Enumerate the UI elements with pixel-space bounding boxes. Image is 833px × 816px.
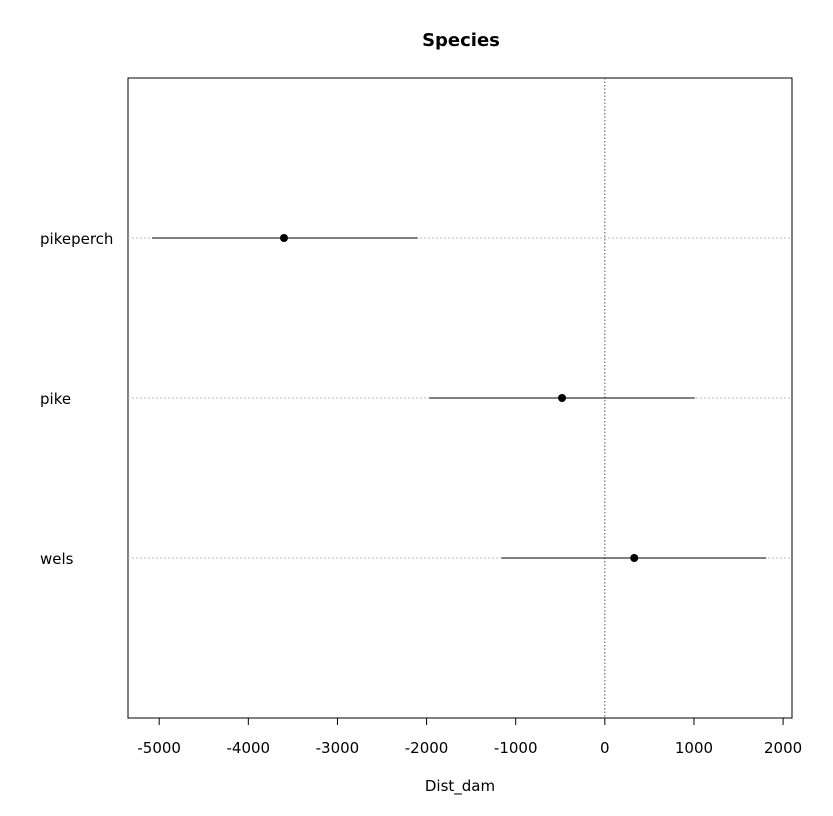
x-tick-label: -4000	[227, 739, 271, 757]
x-tick-label: -1000	[494, 739, 538, 757]
x-tick-label: 0	[600, 739, 610, 757]
category-label: pike	[40, 390, 71, 408]
x-tick-label: -2000	[405, 739, 449, 757]
x-tick-label: 1000	[675, 739, 713, 757]
x-tick-label: -3000	[316, 739, 360, 757]
chart-title: Species	[422, 30, 500, 51]
x-axis: -5000 -4000 -3000 -2000 -1000 0 1000 2000	[137, 717, 802, 757]
point-wels	[630, 554, 639, 562]
category-label: wels	[40, 550, 74, 568]
category-label: pikeperch	[40, 230, 113, 248]
x-tick-label: 2000	[764, 739, 802, 757]
point-pikeperch	[279, 234, 288, 242]
x-axis-label: Dist_dam	[425, 777, 495, 796]
point-pike	[558, 394, 567, 402]
x-tick-label: -5000	[137, 739, 181, 757]
points	[279, 234, 639, 562]
category-labels: pikeperch pike wels	[40, 230, 113, 568]
